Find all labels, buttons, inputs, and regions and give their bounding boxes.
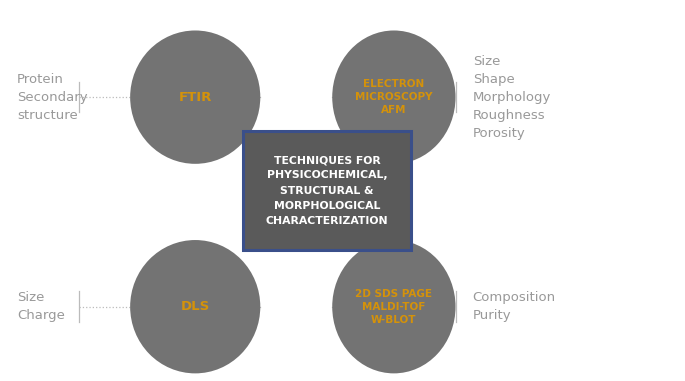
- Text: TECHNIQUES FOR
PHYSICOCHEMICAL,
STRUCTURAL &
MORPHOLOGICAL
CHARACTERIZATION: TECHNIQUES FOR PHYSICOCHEMICAL, STRUCTUR…: [266, 155, 388, 226]
- Ellipse shape: [332, 30, 456, 164]
- Text: FTIR: FTIR: [179, 91, 212, 104]
- Ellipse shape: [130, 240, 260, 373]
- Text: Composition
Purity: Composition Purity: [473, 291, 556, 322]
- Text: Size
Charge: Size Charge: [17, 291, 65, 322]
- Text: Protein
Secondary
structure: Protein Secondary structure: [17, 73, 88, 122]
- FancyBboxPatch shape: [243, 131, 411, 250]
- Ellipse shape: [130, 30, 260, 164]
- Ellipse shape: [332, 240, 456, 373]
- Text: DLS: DLS: [181, 300, 210, 313]
- Text: Size
Shape
Morphology
Roughness
Porosity: Size Shape Morphology Roughness Porosity: [473, 54, 551, 140]
- Text: ELECTRON
MICROSCOPY
AFM: ELECTRON MICROSCOPY AFM: [355, 79, 433, 115]
- Text: 2D SDS PAGE
MALDI-TOF
W-BLOT: 2D SDS PAGE MALDI-TOF W-BLOT: [356, 288, 432, 325]
